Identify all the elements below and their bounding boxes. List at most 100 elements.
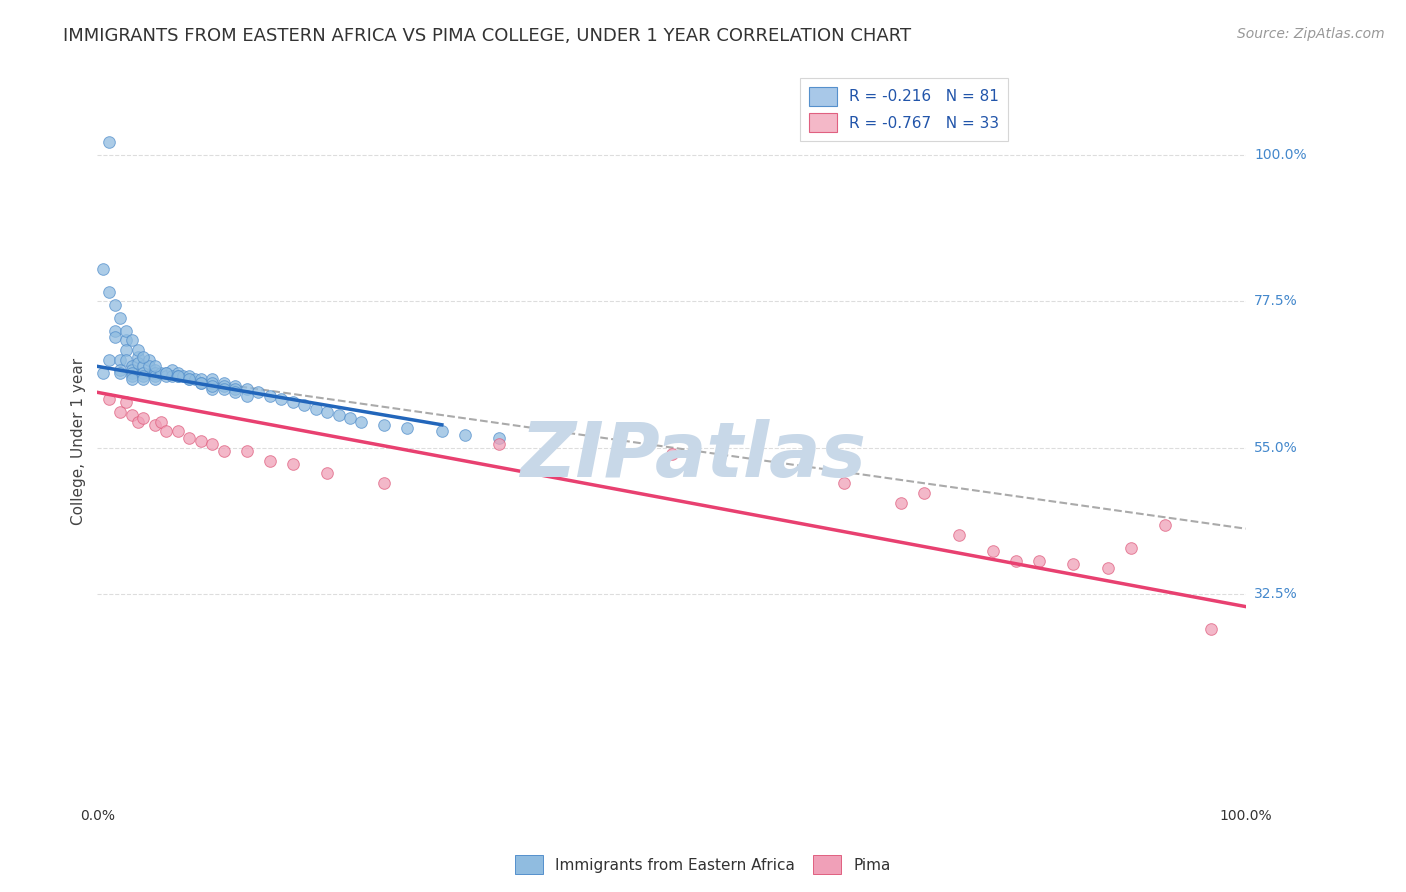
Point [166,366,188,380]
Point [121,359,143,374]
Point [328,408,350,422]
Y-axis label: College, Under 1 year: College, Under 1 year [72,358,86,524]
Point [190,372,212,386]
Point [115,324,138,338]
Point [127,343,149,358]
Point [121,369,143,384]
Point [373,417,395,432]
Point [97,352,120,367]
Point [97,285,120,299]
Point [224,385,246,400]
Point [270,392,292,406]
Point [115,343,138,358]
Point [350,415,373,429]
Point [155,425,177,439]
Point [110,366,132,380]
Point [212,376,235,390]
Point [138,352,160,367]
Point [179,372,201,386]
Text: 100.0%: 100.0% [1254,148,1306,162]
Point [201,437,224,451]
Point [224,379,246,393]
Point [149,415,172,429]
Point [127,415,149,429]
Text: 77.5%: 77.5% [1254,294,1298,309]
Point [201,379,224,393]
Point [212,443,235,458]
Point [172,369,194,384]
Point [1199,623,1222,637]
Point [1005,554,1028,568]
Point [201,372,224,386]
Point [259,453,281,467]
Point [1119,541,1142,556]
Point [132,372,155,386]
Point [132,411,155,425]
Text: 32.5%: 32.5% [1254,587,1298,600]
Point [149,366,172,380]
Point [166,425,188,439]
Point [127,356,149,370]
Point [281,395,304,409]
Point [316,467,339,481]
Point [143,359,166,374]
Point [103,324,125,338]
Point [212,382,235,396]
Point [166,369,188,384]
Point [91,262,114,277]
Point [121,362,143,376]
Point [155,366,177,380]
Point [97,136,120,150]
Point [396,421,419,435]
Point [1154,518,1177,533]
Point [160,362,183,376]
Text: ZIPatlas: ZIPatlas [522,418,868,492]
Point [143,366,166,380]
Point [121,334,143,348]
Point [110,362,132,376]
Point [890,496,912,510]
Point [132,366,155,380]
Point [179,431,201,445]
Point [138,359,160,374]
Point [143,362,166,376]
Point [292,398,315,412]
Text: 55.0%: 55.0% [1254,441,1298,455]
Point [259,388,281,402]
Point [212,379,235,393]
Point [316,405,339,419]
Point [179,369,201,384]
Point [121,366,143,380]
Point [948,528,970,542]
Point [201,376,224,390]
Point [110,352,132,367]
Point [115,334,138,348]
Legend: R = -0.216   N = 81, R = -0.767   N = 33: R = -0.216 N = 81, R = -0.767 N = 33 [800,78,1008,141]
Point [190,376,212,390]
Point [430,425,453,439]
Text: Source: ZipAtlas.com: Source: ZipAtlas.com [1237,27,1385,41]
Point [661,447,683,461]
Point [190,434,212,448]
Point [143,369,166,384]
Point [143,417,166,432]
Point [121,372,143,386]
Point [127,350,149,364]
Point [143,372,166,386]
Point [832,476,855,491]
Point [224,382,246,396]
Point [132,359,155,374]
Point [155,366,177,380]
Point [201,382,224,396]
Point [91,366,114,380]
Point [281,457,304,471]
Point [97,392,120,406]
Point [115,352,138,367]
Point [912,486,935,500]
Text: IMMIGRANTS FROM EASTERN AFRICA VS PIMA COLLEGE, UNDER 1 YEAR CORRELATION CHART: IMMIGRANTS FROM EASTERN AFRICA VS PIMA C… [63,27,911,45]
Point [160,369,183,384]
Point [304,401,326,416]
Point [103,298,125,312]
Point [235,388,257,402]
Point [247,385,270,400]
